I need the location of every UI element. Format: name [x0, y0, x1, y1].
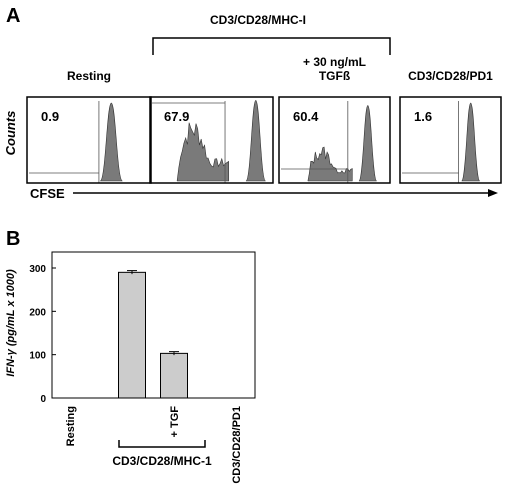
panel-a-x-label: CFSE [30, 186, 65, 201]
panel-a-cfse-arrow-head [488, 189, 498, 197]
histogram-frame [278, 96, 391, 184]
histogram-panel: CD3/CD28/PD1 1.6 [399, 69, 502, 184]
panel-a-group-bracket [152, 37, 391, 55]
panel-b-y-label: IFN-γ (pg/mL x 1000) [5, 269, 17, 377]
histogram-distribution [176, 100, 266, 182]
histogram-condition-label: Resting [67, 69, 111, 83]
y-tick-label: 100 [29, 351, 46, 362]
category-label: Resting [65, 406, 77, 446]
histogram-percent-value: 0.9 [41, 109, 59, 124]
category-label: CD3/CD28/PD1 [231, 406, 243, 484]
bar [118, 271, 146, 399]
histogram-percent-value: 67.9 [164, 109, 189, 124]
histogram-distribution [461, 102, 481, 182]
bar [160, 352, 188, 399]
histogram-panel: Resting 0.9 [26, 69, 152, 184]
bar-chart: 0 100 200 300 Resting + TGF CD3/CD28/PD1 [29, 264, 243, 484]
panel-a-group-label: CD3/CD28/MHC-I [210, 13, 306, 27]
panel-b-group-bracket [118, 440, 206, 448]
panel-b-group-label: CD3/CD28/MHC-1 [112, 454, 212, 468]
histogram-distribution [99, 102, 123, 182]
panel-a-letter: A [6, 5, 20, 27]
histogram-frame [149, 96, 274, 184]
histogram-percent-value: 1.6 [414, 109, 432, 124]
panel-b-letter: B [6, 228, 20, 250]
y-tick-label: 200 [29, 307, 46, 318]
panel-a-y-label: Counts [3, 111, 18, 156]
histogram-condition-label: CD3/CD28/PD1 [408, 69, 493, 83]
bar-plot-frame [51, 251, 256, 399]
y-tick-label: 0 [40, 394, 46, 405]
histogram-panel: 67.9 [149, 96, 274, 184]
y-tick-label: 300 [29, 264, 46, 275]
histogram-condition-label: + 30 ng/mL [303, 55, 366, 69]
histogram-frame [26, 96, 152, 184]
histogram-frame [399, 96, 502, 184]
category-label: + TGF [169, 406, 181, 438]
histogram-percent-value: 60.4 [293, 109, 319, 124]
histogram-condition-label: TGFß [319, 69, 350, 83]
